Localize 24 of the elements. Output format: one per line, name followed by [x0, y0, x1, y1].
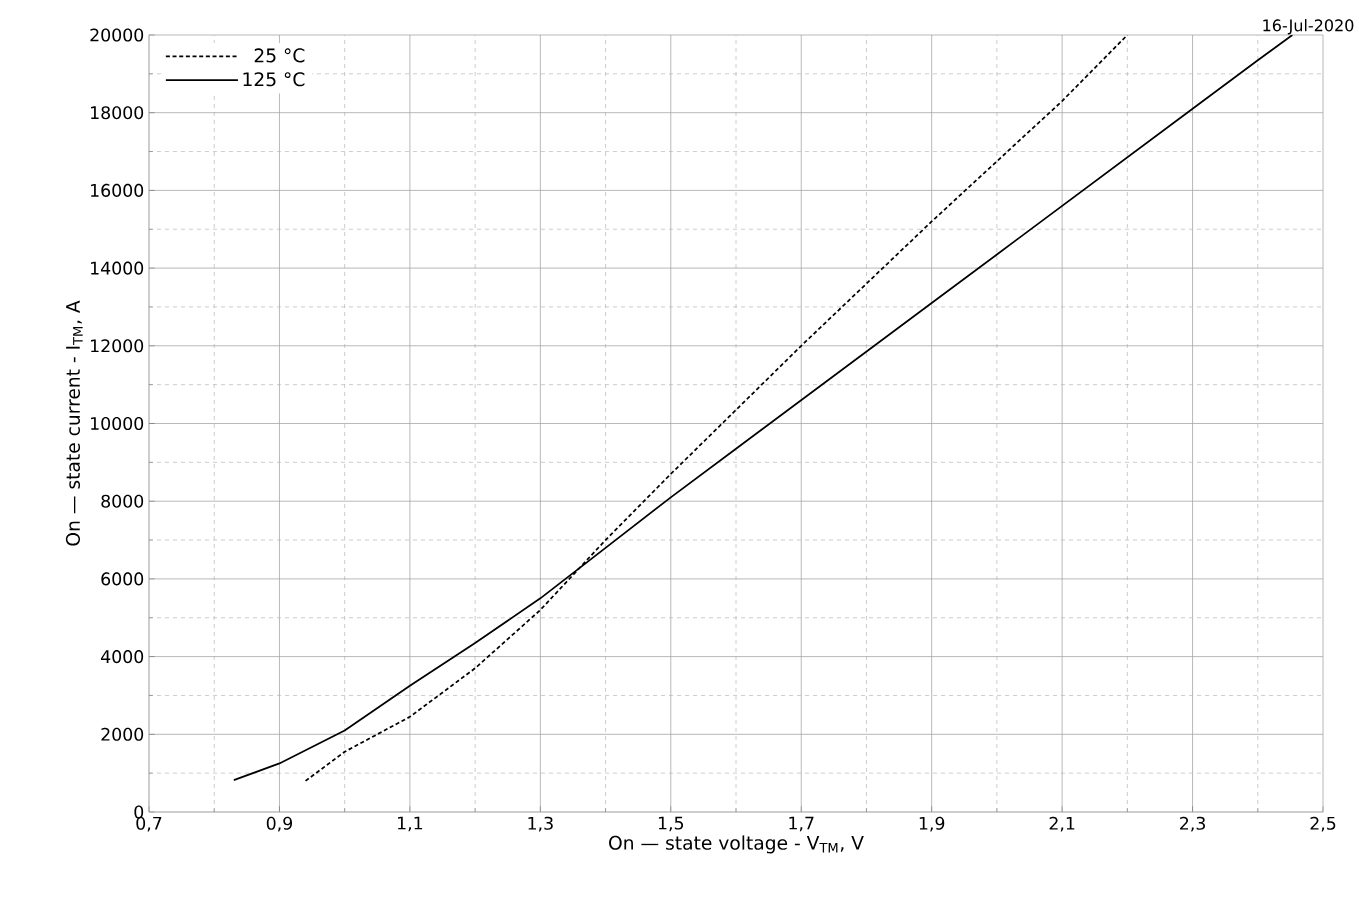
legend-label: 25 °C	[254, 48, 305, 63]
x-tick-label: 1,7	[789, 816, 814, 832]
x-tick-label: 0,9	[266, 816, 293, 832]
y-tick-label: 18000	[91, 106, 144, 120]
y-tick-label: 4000	[101, 650, 144, 664]
y-tick-label: 10000	[91, 416, 144, 431]
y-tick-label: 2000	[101, 727, 144, 741]
x-tick-label: 1,9	[919, 816, 945, 832]
y-tick-label: 20000	[90, 28, 144, 42]
x-tick-label: 2,1	[1049, 816, 1075, 832]
text: 16-Jul-2020	[1263, 19, 1354, 35]
y-tick-label: 14000	[91, 261, 144, 275]
x-tick-label: 1,5	[658, 816, 684, 832]
y-axis-title: On — state current - I$_{TM}$, A	[65, 300, 83, 546]
y-tick-label: 6000	[101, 572, 144, 586]
legend-label: 125 °C	[243, 72, 305, 87]
y-tick-label: 16000	[91, 183, 144, 197]
y-tick-label: 8000	[101, 494, 144, 508]
x-tick-label: 2,3	[1180, 816, 1205, 832]
x-tick-label: 1,1	[398, 816, 423, 832]
x-tick-label: 2,5	[1310, 816, 1336, 832]
x-axis-title: On — state voltage - V$_{TM}$, V	[609, 835, 864, 854]
x-tick-label: 1,3	[528, 816, 553, 832]
y-tick-label: 12000	[91, 339, 144, 353]
